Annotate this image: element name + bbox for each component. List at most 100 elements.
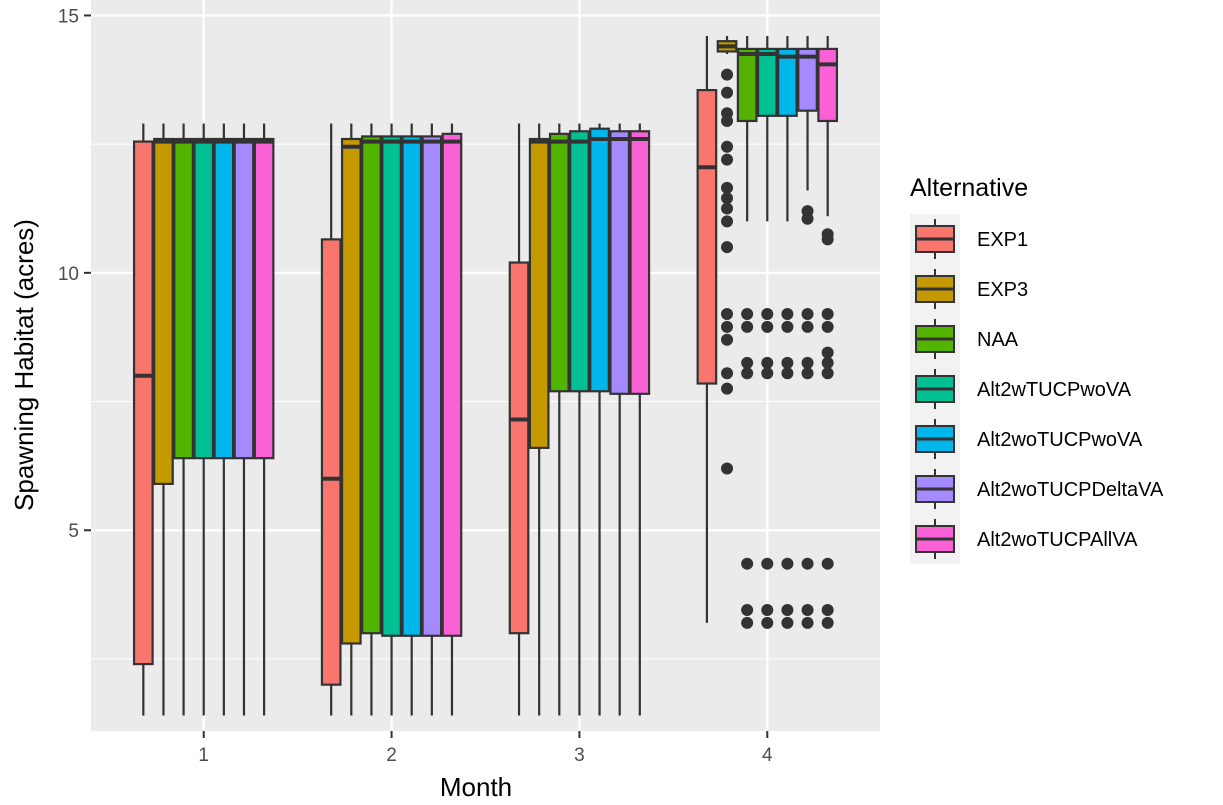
box-Alt2wTUCPwoVA-month-1 xyxy=(193,123,215,716)
outlier-point xyxy=(721,215,734,228)
outlier-point xyxy=(741,367,754,380)
outlier-point xyxy=(821,604,834,617)
box-iqr xyxy=(548,132,570,393)
box-iqr xyxy=(817,47,839,123)
outlier-point xyxy=(821,346,834,359)
legend-label: EXP1 xyxy=(977,229,1028,251)
box-NAA-month-3 xyxy=(548,123,570,716)
x-tick-label: 3 xyxy=(574,745,585,766)
box-iqr xyxy=(132,140,154,666)
box-Alt2woTUCPDeltaVA-month-4 xyxy=(797,36,818,629)
box-Alt2wTUCPwoVA-month-2 xyxy=(381,123,402,716)
outlier-point xyxy=(821,557,834,570)
box-iqr xyxy=(589,127,610,393)
box-Alt2woTUCPwoVA-month-2 xyxy=(401,123,423,716)
outlier-point xyxy=(801,308,814,321)
outlier-point xyxy=(721,462,734,475)
box-Alt2woTUCPwoVA-month-4 xyxy=(777,36,798,629)
box-iqr xyxy=(193,137,215,460)
box-iqr xyxy=(401,135,423,637)
legend-label: NAA xyxy=(977,329,1019,351)
outlier-point xyxy=(741,604,754,617)
box-Alt2wTUCPwoVA-month-4 xyxy=(756,36,778,629)
outlier-point xyxy=(761,367,774,380)
outlier-point xyxy=(721,202,734,215)
outlier-point xyxy=(761,557,774,570)
y-tick-label: 5 xyxy=(68,521,79,542)
box-iqr xyxy=(153,137,174,486)
outlier-point xyxy=(721,367,734,380)
box-iqr xyxy=(528,137,550,449)
box-Alt2woTUCPDeltaVA-month-2 xyxy=(421,123,443,716)
outlier-point xyxy=(781,604,794,617)
outlier-point xyxy=(761,616,774,629)
outlier-point xyxy=(761,308,774,321)
legend-label: Alt2woTUCPAllVA xyxy=(977,529,1138,551)
outlier-point xyxy=(721,140,734,153)
legend-item-Alt2wTUCPwoVA: Alt2wTUCPwoVA xyxy=(915,369,1132,409)
outlier-point xyxy=(781,308,794,321)
legend-label: EXP3 xyxy=(977,279,1028,301)
box-Alt2woTUCPAllVA-month-4 xyxy=(817,36,839,629)
legend-item-EXP3: EXP3 xyxy=(915,269,1028,309)
outlier-point xyxy=(741,557,754,570)
x-axis: 1 2 3 4 xyxy=(198,731,773,766)
box-Alt2woTUCPAllVA-month-2 xyxy=(441,123,463,716)
outlier-point xyxy=(821,367,834,380)
outlier-point xyxy=(721,308,734,321)
outlier-point xyxy=(721,241,734,254)
outlier-point xyxy=(781,367,794,380)
box-iqr xyxy=(361,135,382,635)
box-iqr xyxy=(233,137,255,460)
box-iqr xyxy=(441,132,463,637)
legend-label: Alt2woTUCPDeltaVA xyxy=(977,479,1164,501)
box-iqr xyxy=(777,47,798,117)
x-tick-label: 1 xyxy=(198,745,209,766)
box-iqr xyxy=(797,47,818,112)
outlier-point xyxy=(801,604,814,617)
y-tick-label: 15 xyxy=(58,6,79,27)
box-iqr xyxy=(381,135,402,637)
legend-label: Alt2woTUCPwoVA xyxy=(977,429,1143,451)
outlier-point xyxy=(781,616,794,629)
box-EXP1-month-1 xyxy=(132,123,154,716)
boxes-layer xyxy=(132,36,839,716)
box-EXP3-month-1 xyxy=(153,123,174,716)
legend-title: Alternative xyxy=(910,174,1028,202)
outlier-point xyxy=(721,68,734,81)
outlier-point xyxy=(781,557,794,570)
x-axis-title: Month xyxy=(440,772,512,802)
box-iqr xyxy=(213,137,235,460)
outlier-point xyxy=(721,333,734,346)
outlier-point xyxy=(721,114,734,127)
outlier-point xyxy=(781,320,794,333)
box-EXP3-month-2 xyxy=(340,123,362,716)
outlier-point xyxy=(721,181,734,194)
outlier-point xyxy=(801,616,814,629)
outlier-point xyxy=(721,320,734,333)
box-iqr xyxy=(696,88,718,385)
outlier-point xyxy=(801,212,814,225)
legend-item-Alt2woTUCPwoVA: Alt2woTUCPwoVA xyxy=(915,419,1143,459)
legend-items: EXP1 EXP3 NAA Alt2wTUCPwoVA Alt2woTUCPwoVA Al… xyxy=(915,219,1164,559)
legend-label: Alt2wTUCPwoVA xyxy=(977,379,1132,401)
y-axis-title: Spawning Habitat (acres) xyxy=(9,219,39,511)
box-Alt2wTUCPwoVA-month-3 xyxy=(569,123,590,716)
y-axis: 5 10 15 xyxy=(58,6,91,542)
box-EXP3-month-3 xyxy=(528,123,550,716)
box-Alt2woTUCPwoVA-month-3 xyxy=(589,123,610,716)
x-tick-label: 2 xyxy=(386,745,397,766)
outlier-point xyxy=(721,86,734,99)
outlier-point xyxy=(721,192,734,205)
box-EXP3-month-4 xyxy=(716,36,738,475)
outlier-point xyxy=(761,604,774,617)
outlier-point xyxy=(761,320,774,333)
outlier-point xyxy=(741,320,754,333)
box-EXP1-month-4 xyxy=(696,36,718,623)
outlier-point xyxy=(821,616,834,629)
box-NAA-month-4 xyxy=(736,36,758,629)
outlier-point xyxy=(801,367,814,380)
outlier-point xyxy=(721,153,734,166)
outlier-point xyxy=(821,320,834,333)
box-iqr xyxy=(508,261,530,635)
